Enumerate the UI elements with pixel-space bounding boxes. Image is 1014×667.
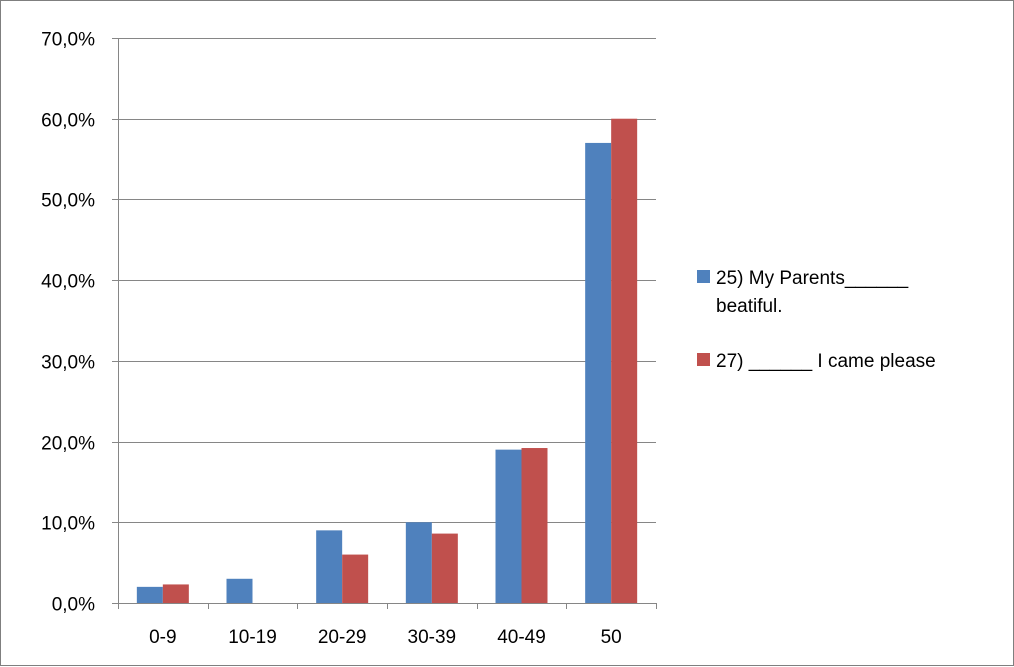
legend: 25) My Parents______ beatiful. 27) ______ … <box>697 268 936 372</box>
legend-swatch <box>697 353 710 366</box>
x-tick-label: 10-19 <box>228 627 277 648</box>
y-tick-label: 10,0% <box>41 514 95 535</box>
bar-series-2 <box>342 554 369 603</box>
y-tick-label: 70,0% <box>41 30 95 51</box>
bar-series-2 <box>431 533 458 603</box>
bar-series-1 <box>405 522 432 603</box>
y-tick-label: 60,0% <box>41 111 95 132</box>
bar-series-2 <box>521 448 548 603</box>
bar-series-2 <box>162 584 189 603</box>
bars <box>136 118 638 603</box>
x-tick-label: 40-49 <box>497 627 546 648</box>
bar-series-1 <box>316 530 343 603</box>
y-tick-label: 0,0% <box>52 595 95 616</box>
bar-series-1 <box>136 586 163 603</box>
y-tick-labels: 0,0% 10,0% 20,0% 30,0% 40,0% 50,0% 60,0% 70,0% <box>41 30 95 616</box>
y-tick-label: 50,0% <box>41 191 95 212</box>
axes <box>112 38 657 609</box>
y-tick-label: 40,0% <box>41 272 95 293</box>
bar-series-1 <box>495 449 522 603</box>
y-tick-label: 30,0% <box>41 353 95 374</box>
bar-series-2 <box>611 118 638 603</box>
legend-label: 25) My Parents______ beatiful. <box>716 268 909 317</box>
bar-series-1 <box>226 578 253 603</box>
x-tick-label: 50 <box>601 627 622 648</box>
legend-swatch <box>697 270 710 283</box>
x-tick-label: 20-29 <box>318 627 367 648</box>
x-tick-label: 30-39 <box>408 627 457 648</box>
gridlines <box>118 38 656 523</box>
legend-item-series-1: 25) My Parents______ beatiful. <box>697 268 909 317</box>
legend-label: 27) ______ I came please <box>716 351 936 372</box>
bar-series-1 <box>585 142 612 603</box>
x-tick-labels: 0-9 10-19 20-29 30-39 40-49 50 <box>149 627 622 648</box>
y-tick-label: 20,0% <box>41 434 95 455</box>
legend-item-series-2: 27) ______ I came please <box>697 351 936 372</box>
x-tick-label: 0-9 <box>149 627 176 648</box>
